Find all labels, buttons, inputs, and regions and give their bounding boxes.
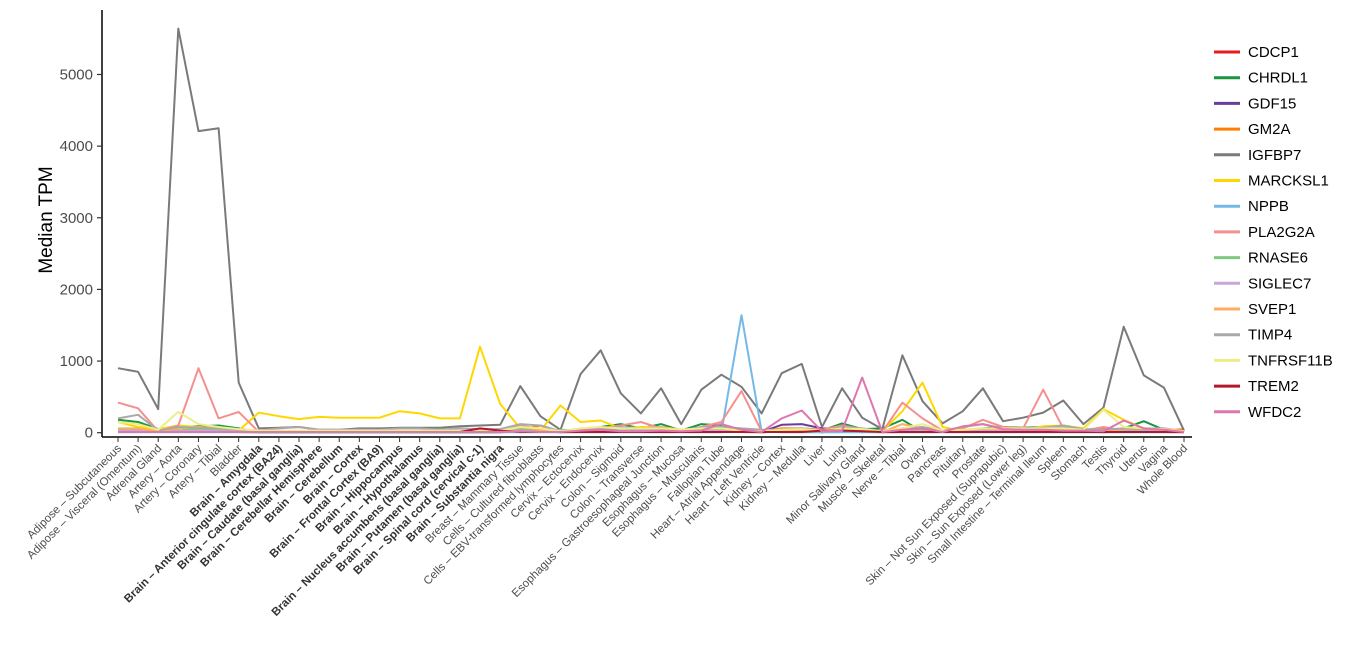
legend-label: CDCP1 [1248, 44, 1299, 61]
x-tick-label: Adipose – Visceral (Omentum) [25, 443, 144, 562]
series-line-marcksl1 [117, 345, 1185, 433]
legend-label: NPPB [1248, 198, 1289, 215]
legend-label: PLA2G2A [1248, 224, 1315, 241]
series-lines [117, 27, 1185, 434]
series-line-wfdc2 [118, 376, 1185, 433]
legend-label: TNFRSF11B [1248, 352, 1333, 369]
y-tick-label: 2000 [60, 281, 93, 298]
y-axis-title: Median TPM [36, 166, 57, 273]
legend-label: TIMP4 [1248, 327, 1292, 344]
legend-label: IGFBP7 [1248, 147, 1301, 164]
y-tick-label: 1000 [60, 353, 93, 370]
y-tick-label: 4000 [60, 138, 93, 155]
x-tick-label: Liver [802, 443, 828, 469]
y-tick-label: 5000 [60, 66, 93, 83]
legend: CDCP1 CHRDL1 GDF15 GM2A IGFBP7 MARCKSL1 NPPB PL… [1214, 44, 1333, 421]
y-tick-label: 0 [85, 425, 93, 442]
y-tick-label: 3000 [60, 210, 93, 227]
legend-label: SIGLEC7 [1248, 275, 1311, 292]
legend-label: CHRDL1 [1248, 70, 1308, 87]
legend-label: SVEP1 [1248, 301, 1296, 318]
series-line-igfbp7 [117, 27, 1185, 432]
legend-label: MARCKSL1 [1248, 173, 1329, 190]
series-line-nppb [118, 314, 1184, 434]
legend-label: GDF15 [1248, 95, 1296, 112]
legend-label: GM2A [1248, 121, 1291, 138]
y-axis: 0 1000 2000 3000 4000 5000 [60, 10, 103, 442]
legend-label: WFDC2 [1248, 404, 1301, 421]
legend-label: RNASE6 [1248, 250, 1308, 267]
legend-label: TREM2 [1248, 378, 1299, 395]
